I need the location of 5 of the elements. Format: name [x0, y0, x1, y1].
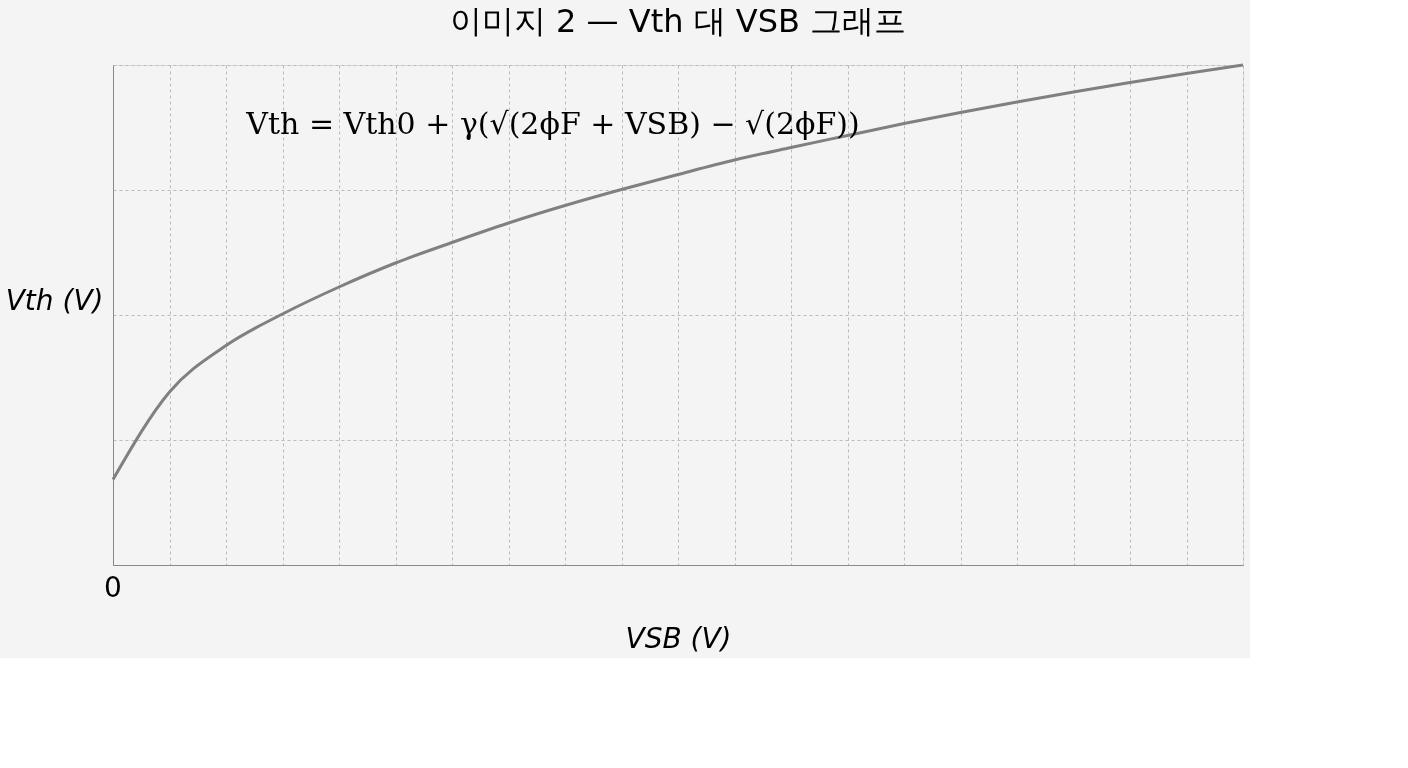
x-axis-title: VSB (V)	[625, 621, 732, 655]
annotation: Vth = Vth0 + γ(√(2ϕF + VSB) − √(2ϕF))	[245, 106, 860, 141]
y-axis-title: Vth (V)	[5, 283, 104, 317]
chart-title: 이미지 2 — Vth 대 VSB 그래프	[449, 1, 907, 40]
text: 0	[104, 571, 122, 604]
